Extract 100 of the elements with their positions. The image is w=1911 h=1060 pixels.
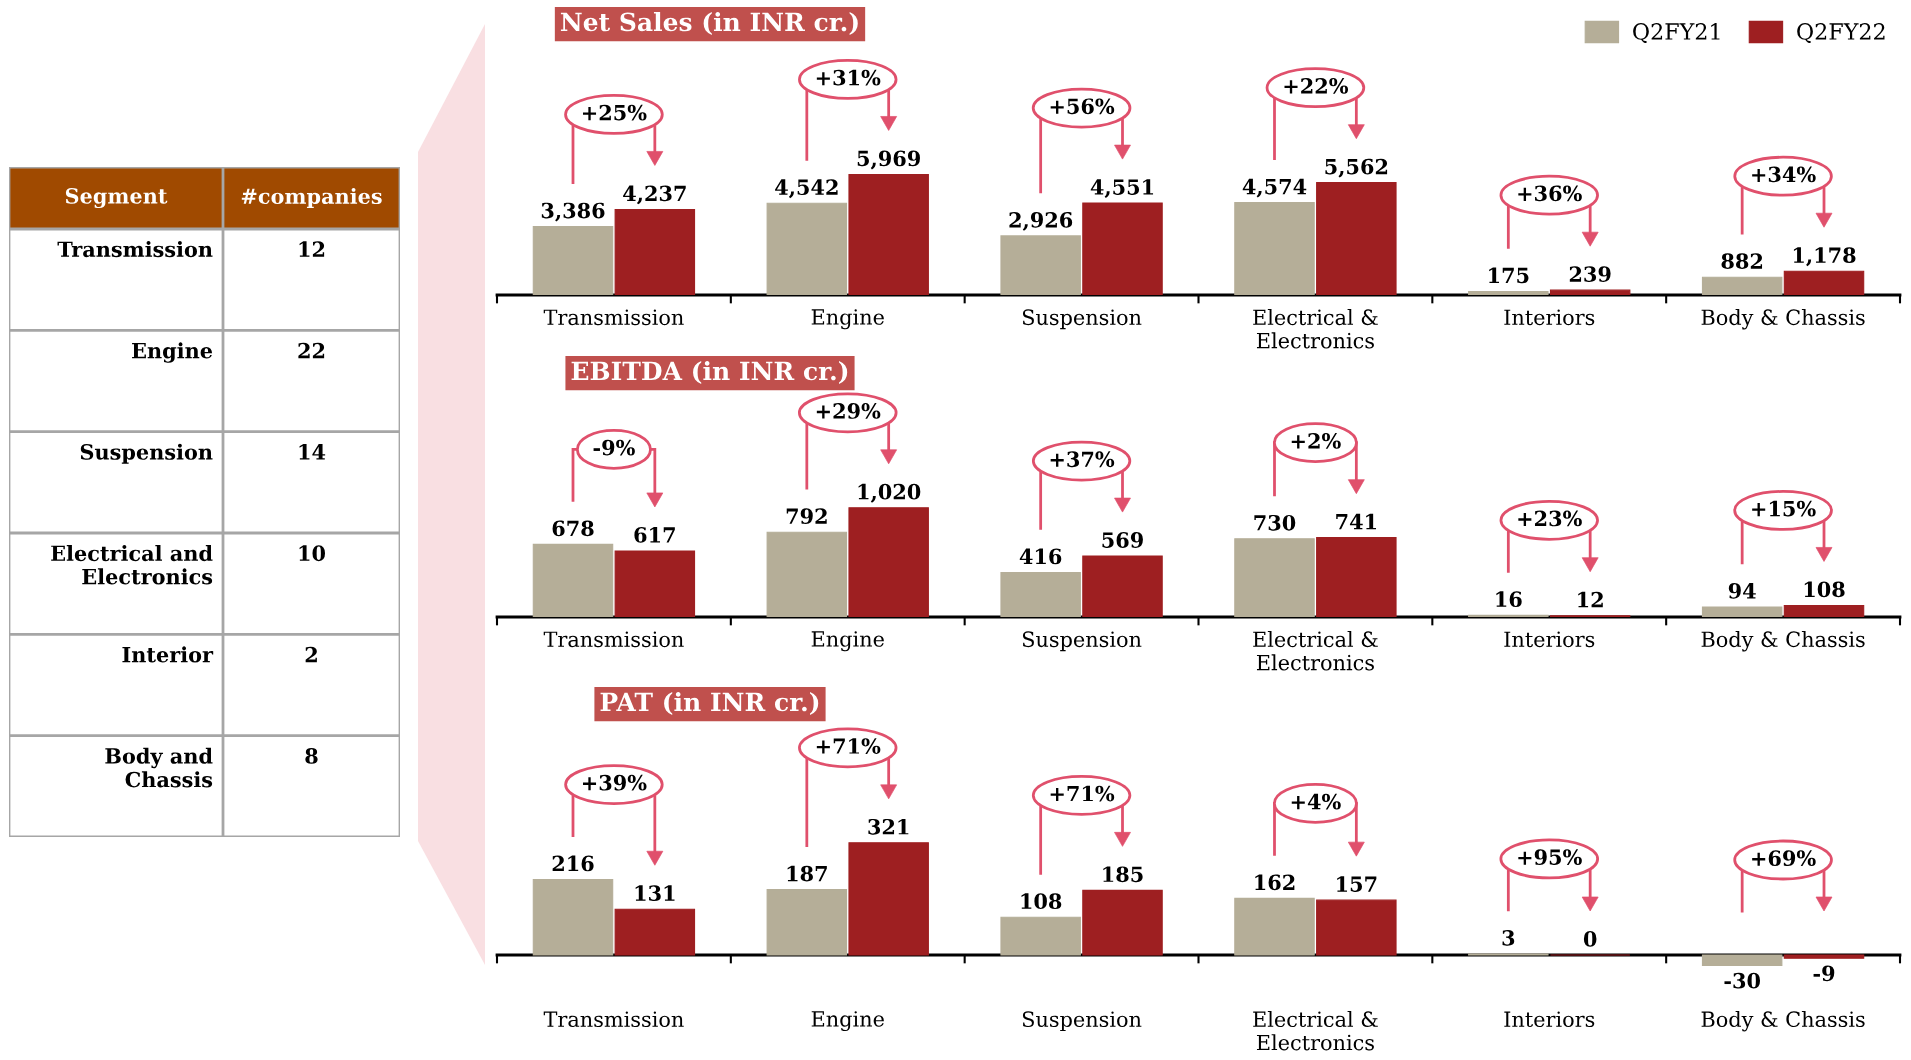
bar (614, 908, 696, 956)
bar (848, 842, 929, 956)
x-tick-label: Electrical & Electronics (1253, 309, 1378, 349)
text: +29% (816, 403, 881, 419)
x-tick-label: Engine (811, 1011, 884, 1032)
data-label: -9 (1813, 965, 1835, 982)
text: -9% (593, 439, 635, 456)
annotation: +34% (1752, 166, 1816, 183)
data-label: 216 (552, 855, 594, 872)
data-label: 10 (299, 545, 326, 562)
annotation: +23% (1518, 510, 1582, 527)
data-label: 4,574 (1242, 178, 1307, 198)
text: +4% (1291, 793, 1341, 810)
bar (614, 550, 696, 617)
data-label: 741 (1336, 513, 1377, 530)
data-label: 162 (1255, 874, 1295, 891)
bar (766, 531, 848, 617)
legend-label: Q2FY21 (1633, 23, 1720, 44)
bar (766, 202, 848, 295)
data-label: 108 (1804, 581, 1845, 598)
category-label: Electrical and Electronics (51, 545, 213, 585)
chart-title: PAT (in INR cr.) (600, 692, 819, 715)
data-label: 3,386 (541, 202, 605, 222)
bar (766, 889, 848, 956)
bar (532, 543, 614, 617)
x-tick-label: Body & Chassis (1701, 631, 1865, 652)
bar (1000, 571, 1081, 617)
legend-label: Q2FY22 (1797, 23, 1885, 44)
data-label: 22 (298, 342, 325, 359)
data-label: 792 (786, 508, 827, 525)
x-tick-label: Body & Chassis (1701, 1010, 1865, 1032)
data-label: 1,020 (858, 483, 921, 503)
x-tick-label: Suspension (1022, 631, 1142, 652)
text: +37% (1050, 451, 1115, 468)
x-tick-label: Body & Chassis (1701, 309, 1865, 330)
bar (1316, 182, 1397, 295)
data-label: 416 (1019, 548, 1062, 565)
text: +31% (816, 69, 881, 86)
bar (1468, 290, 1549, 295)
bar (1082, 202, 1163, 295)
x-tick-label: Suspension (1022, 1011, 1142, 1032)
annotation: +36% (1518, 185, 1582, 202)
text: +71% (816, 738, 881, 754)
annotation: +15% (1752, 500, 1816, 517)
x-tick-label: Interiors (1504, 1011, 1595, 1028)
bar (1000, 916, 1081, 956)
data-label: 12 (1578, 591, 1603, 608)
data-label: 569 (1102, 532, 1143, 548)
data-label: 131 (635, 885, 675, 902)
data-label: 157 (1337, 876, 1377, 892)
data-label: 12 (299, 241, 325, 257)
bar (1000, 235, 1081, 295)
text: +56% (1050, 98, 1115, 115)
bar (848, 173, 929, 295)
x-tick-label: Suspension (1022, 309, 1142, 330)
text: +25% (583, 104, 647, 121)
data-label: 16 (1496, 591, 1522, 608)
data-label: 882 (1721, 253, 1763, 269)
chart-title: Net Sales (in INR cr.) (560, 12, 858, 35)
category-label: Transmission (57, 241, 213, 258)
data-label: 239 (1569, 266, 1611, 282)
bar (1082, 555, 1163, 617)
bar (1783, 604, 1865, 617)
x-tick-label: Electrical & Electronics (1253, 1010, 1378, 1051)
data-label: 175 (1489, 267, 1529, 284)
text: +39% (583, 774, 647, 791)
bar (532, 226, 614, 295)
x-tick-label: Transmission (543, 631, 684, 648)
text: Segment (65, 187, 168, 209)
data-label: 108 (1021, 893, 1062, 910)
category-label: Body and Chassis (105, 747, 213, 788)
bar (1316, 899, 1397, 956)
bar (848, 507, 929, 617)
data-label: 4,542 (775, 179, 838, 199)
bar (1234, 538, 1315, 617)
data-label: 14 (299, 444, 326, 460)
category-label: Suspension (80, 443, 213, 464)
data-label: 2,926 (1009, 211, 1073, 231)
text: +2% (1291, 432, 1341, 449)
data-label: 5,562 (1325, 158, 1388, 178)
x-tick-label: Electrical & Electronics (1253, 631, 1378, 671)
data-label: 678 (552, 520, 594, 537)
data-label: 0 (1583, 931, 1597, 947)
bar (1701, 954, 1783, 967)
bar (532, 878, 614, 956)
x-tick-label: Transmission (543, 1011, 684, 1028)
data-label: 3 (1502, 929, 1515, 946)
bar (1234, 202, 1315, 295)
data-label: 1,178 (1793, 247, 1856, 267)
data-label: 187 (787, 865, 827, 882)
text: +22% (1284, 77, 1349, 94)
data-label: 5,969 (857, 150, 920, 170)
x-tick-label: Engine (811, 631, 884, 652)
data-label: 185 (1103, 866, 1143, 883)
data-label: 730 (1254, 514, 1296, 531)
data-label: 4,551 (1090, 179, 1154, 199)
x-tick-label: Interiors (1504, 309, 1595, 326)
data-label: 2 (305, 646, 317, 663)
bar (1701, 276, 1783, 295)
text: #companies (241, 187, 382, 209)
